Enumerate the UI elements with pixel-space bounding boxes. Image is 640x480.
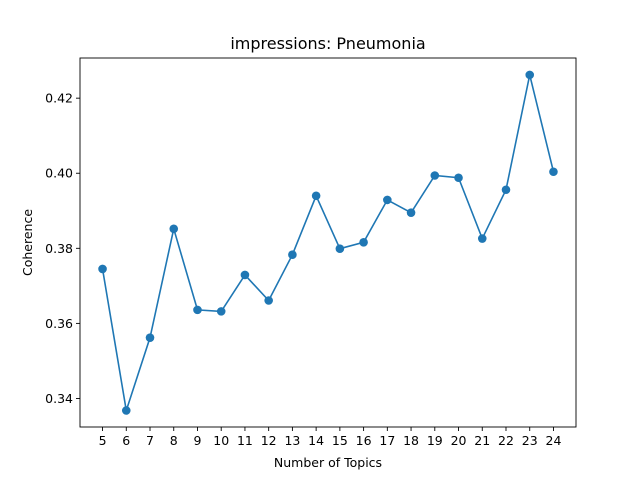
x-axis: 5 6 7 8 9 10 11 12 13 14 15 16 17 18 19 20 21 22 23 24 <box>99 427 562 448</box>
data-point <box>525 70 535 80</box>
x-tick-label: 17 <box>379 433 395 448</box>
x-tick-label: 16 <box>356 433 372 448</box>
data-point <box>454 173 463 183</box>
x-tick-label: 24 <box>546 433 562 448</box>
data-point <box>406 208 416 217</box>
y-tick-label: 0.36 <box>45 316 73 331</box>
x-tick-label: 9 <box>193 433 201 448</box>
x-tick-label: 20 <box>451 433 467 448</box>
y-axis-label: Coherence <box>20 209 35 276</box>
data-point <box>288 250 297 259</box>
x-tick-label: 8 <box>170 433 178 448</box>
x-tick-label: 11 <box>237 433 253 448</box>
plot-area-frame <box>79 57 577 428</box>
data-point <box>501 185 511 195</box>
x-tick-label: 12 <box>261 433 277 448</box>
x-tick-label: 5 <box>99 433 107 448</box>
data-point <box>430 171 440 180</box>
x-tick-label: 18 <box>403 433 419 448</box>
x-tick-label: 7 <box>146 433 154 448</box>
data-point <box>477 234 487 243</box>
data-point <box>240 270 250 280</box>
y-tick-label: 0.38 <box>45 241 73 256</box>
data-point <box>264 296 273 305</box>
data-point <box>98 264 107 274</box>
data-point <box>359 238 368 247</box>
y-axis: 0.34 0.36 0.38 0.40 0.42 <box>45 91 80 406</box>
data-point <box>549 167 558 177</box>
series-markers <box>98 70 558 415</box>
chart-title: impressions: Pneumonia <box>230 34 425 53</box>
x-tick-label: 13 <box>284 433 300 448</box>
x-tick-label: 23 <box>522 433 538 448</box>
x-tick-label: 21 <box>474 433 490 448</box>
data-point <box>311 191 321 201</box>
x-tick-label: 10 <box>213 433 229 448</box>
data-point <box>145 333 155 342</box>
data-point <box>335 244 345 253</box>
x-tick-label: 15 <box>332 433 348 448</box>
data-point <box>121 406 131 415</box>
x-axis-label: Number of Topics <box>274 455 382 470</box>
data-point <box>169 224 179 234</box>
x-tick-label: 14 <box>308 433 324 448</box>
y-tick-label: 0.42 <box>45 91 73 106</box>
x-tick-label: 22 <box>498 433 514 448</box>
data-point <box>383 195 392 205</box>
series-line <box>101 74 555 411</box>
y-tick-label: 0.40 <box>45 166 73 181</box>
data-point <box>193 305 202 315</box>
x-tick-label: 6 <box>122 433 130 448</box>
data-point <box>216 307 226 316</box>
y-tick-label: 0.34 <box>45 391 73 406</box>
x-tick-label: 19 <box>427 433 443 448</box>
